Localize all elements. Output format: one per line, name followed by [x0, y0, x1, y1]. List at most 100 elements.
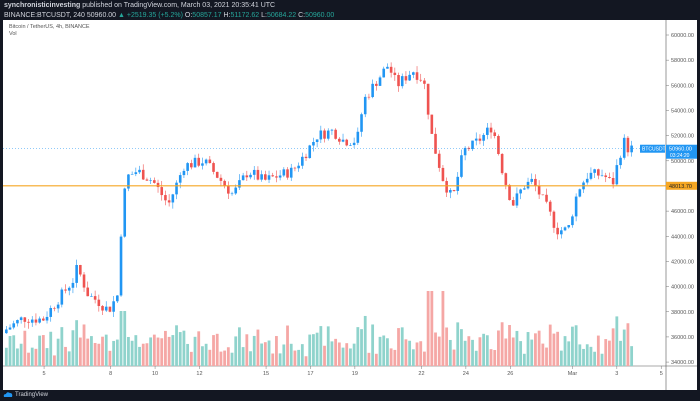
- candle-body: [49, 307, 53, 317]
- volume-bar: [397, 328, 400, 366]
- candle-body: [497, 135, 500, 154]
- candle-body: [252, 169, 256, 175]
- volume-bar: [145, 343, 149, 366]
- candle-body: [5, 329, 8, 334]
- candle-body: [608, 177, 611, 178]
- volume-bar: [171, 335, 175, 366]
- candle-body: [545, 194, 548, 202]
- candle-body: [38, 318, 41, 323]
- candle-body: [530, 178, 534, 182]
- candle-body: [127, 174, 130, 189]
- candle-body: [260, 174, 263, 180]
- candle-body: [219, 177, 223, 181]
- volume-bar: [482, 333, 486, 366]
- volume-bar: [67, 351, 71, 366]
- volume-bar: [208, 349, 212, 366]
- candle-body: [400, 76, 404, 87]
- volume-bar: [86, 338, 90, 366]
- candle-body: [119, 236, 123, 296]
- candle-body: [204, 159, 208, 164]
- volume-bar: [493, 350, 497, 366]
- change: ▲ +2519.35 (+5.2%): [118, 12, 183, 19]
- candle-body: [393, 72, 397, 76]
- candle-body: [604, 175, 608, 178]
- y-tick-label: 60000.00: [671, 33, 694, 39]
- volume-bar: [219, 351, 223, 366]
- candle-body: [471, 140, 474, 150]
- volume-bar: [545, 347, 548, 366]
- chart-title: Bitcoin / TetherUS, 4h, BINANCE: [9, 24, 90, 30]
- candle-body: [341, 139, 345, 142]
- volume-bar: [282, 344, 286, 366]
- candle-body: [156, 182, 160, 188]
- candle-body: [389, 66, 393, 73]
- volume-bar: [30, 347, 34, 366]
- volume-bar: [223, 350, 227, 366]
- volume-bar: [400, 327, 404, 366]
- volume-bar: [53, 355, 56, 366]
- volume-bar: [363, 315, 367, 366]
- candle-body: [45, 316, 49, 321]
- volume-bar: [315, 332, 319, 366]
- volume-bar: [382, 335, 386, 366]
- volume-bar: [511, 337, 515, 366]
- candle-body: [249, 174, 252, 178]
- candle-body: [630, 145, 633, 153]
- candle-body: [560, 230, 563, 235]
- x-tick-label: Mar: [568, 371, 578, 377]
- volume-bar: [297, 349, 301, 366]
- volume-bar: [323, 345, 326, 366]
- volume-bar: [108, 350, 112, 366]
- candle-body: [611, 177, 615, 185]
- candle-body: [430, 114, 434, 134]
- candle-body: [437, 153, 441, 168]
- candle-body: [53, 307, 56, 309]
- volume-bars: [4, 291, 634, 366]
- candle-body: [363, 96, 367, 115]
- volume-bar: [160, 338, 164, 366]
- candle-body: [412, 72, 415, 75]
- volume-bar: [567, 341, 571, 366]
- publisher-name[interactable]: synchronisticinvesting: [4, 2, 81, 9]
- support-price-label: 48013.70: [669, 184, 692, 190]
- volume-bar: [434, 332, 437, 366]
- l-label: L:: [261, 12, 267, 19]
- candle-body: [563, 227, 567, 231]
- volume-bar: [563, 336, 567, 366]
- ohlc-line: BINANCE:BTCUSDT, 240 50960.00 ▲ +2519.35…: [4, 12, 334, 19]
- volume-bar: [330, 341, 334, 366]
- candle-body: [278, 175, 282, 178]
- volume-bar: [249, 351, 252, 366]
- candle-body: [312, 141, 315, 146]
- volume-bar: [578, 344, 582, 366]
- tradingview-logo[interactable]: TradingView: [3, 391, 48, 398]
- candle-body: [519, 189, 522, 194]
- y-tick-label: 56000.00: [671, 83, 694, 89]
- candle-body: [426, 83, 430, 115]
- candle-body: [482, 134, 485, 141]
- candle-body: [330, 129, 334, 131]
- candle-body: [145, 179, 149, 181]
- volume-bar: [300, 344, 304, 366]
- volume-bar: [141, 343, 145, 366]
- candle-body: [534, 178, 537, 186]
- x-tick-label: 24: [463, 371, 469, 377]
- candle-body: [445, 181, 448, 193]
- volume-bar: [367, 352, 371, 366]
- volume-bar: [522, 353, 526, 366]
- volume-bar: [596, 335, 600, 366]
- price-chart[interactable]: 60000.00 58000.00 56000.00 54000.00 52000.00…: [3, 20, 697, 390]
- candle-body: [352, 142, 356, 146]
- last-price-label: 50960.00: [669, 147, 692, 153]
- candle-body: [8, 327, 12, 330]
- candle-body: [186, 163, 189, 171]
- candle-body: [71, 282, 75, 288]
- candle-body: [227, 185, 230, 194]
- candle-body: [349, 145, 352, 146]
- volume-label: Vol: [9, 31, 17, 37]
- volume-bar: [389, 348, 393, 366]
- candle-body: [27, 321, 30, 323]
- candle-body: [19, 317, 23, 321]
- volume-bar: [471, 339, 474, 366]
- chart-panel[interactable]: 60000.00 58000.00 56000.00 54000.00 52000.00…: [3, 20, 697, 390]
